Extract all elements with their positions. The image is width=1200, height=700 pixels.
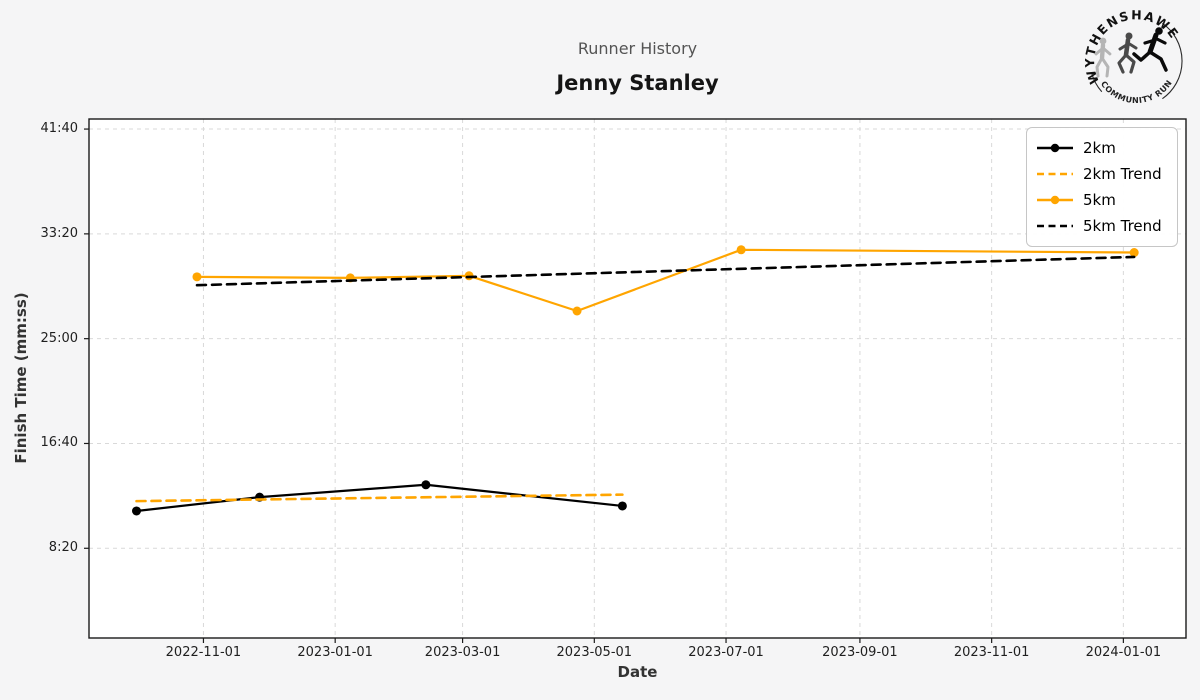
wythenshawe-community-run-logo: WYTHENSHAWE COMMUNITY RUN bbox=[1082, 7, 1183, 105]
legend-line-sample bbox=[1037, 195, 1073, 205]
logo-circle-arc-right bbox=[1162, 22, 1183, 100]
series-line-2km bbox=[135, 483, 624, 513]
x-tick-label: 2024-01-01 bbox=[1085, 645, 1162, 660]
legend-label: 5km Trend bbox=[1083, 217, 1162, 235]
legend-entry-5km: 5km bbox=[1036, 187, 1166, 213]
y-tick-label: 33:20 bbox=[40, 225, 78, 241]
legend-label: 2km Trend bbox=[1083, 165, 1162, 183]
legend-line-sample bbox=[1037, 143, 1073, 153]
legend-label: 5km bbox=[1083, 191, 1116, 209]
series-line-5km-trend bbox=[195, 255, 1136, 287]
legend-line-sample bbox=[1037, 224, 1073, 228]
legend-entry-2km-trend: 2km Trend bbox=[1036, 161, 1166, 187]
x-tick-label: 2023-03-01 bbox=[424, 645, 501, 660]
data-point-5km bbox=[192, 272, 202, 282]
legend-line-sample bbox=[1037, 172, 1073, 176]
y-axis-label: Finish Time (mm:ss) bbox=[12, 292, 30, 464]
data-point-2km bbox=[421, 480, 431, 490]
plot-background bbox=[89, 119, 1186, 638]
y-tick-label: 16:40 bbox=[40, 435, 78, 451]
x-tick-label: 2023-11-01 bbox=[953, 645, 1030, 660]
legend-entry-5km-trend: 5km Trend bbox=[1036, 213, 1166, 239]
y-tick-label: 41:40 bbox=[40, 121, 78, 137]
logo-circle-arc-left bbox=[1091, 72, 1103, 93]
runner-silhouette-light bbox=[1094, 37, 1112, 78]
x-tick-label: 2023-07-01 bbox=[688, 645, 764, 660]
logo-bottom-text: COMMUNITY RUN bbox=[1099, 78, 1174, 105]
x-tick-label: 2023-09-01 bbox=[822, 645, 898, 660]
y-tick-label: 8:20 bbox=[48, 540, 78, 556]
legend-entry-2km: 2km bbox=[1036, 135, 1166, 161]
plot-border bbox=[88, 118, 1187, 639]
data-point-5km bbox=[1129, 248, 1139, 258]
data-point-2km bbox=[617, 501, 627, 511]
x-tick-label: 2023-01-01 bbox=[297, 645, 373, 660]
runner-silhouette-dark bbox=[1132, 27, 1168, 72]
legend-label: 2km bbox=[1083, 139, 1116, 157]
runner-silhouette-medium bbox=[1117, 32, 1138, 74]
x-axis-label: Date bbox=[617, 663, 658, 681]
series-line-2km-trend bbox=[135, 493, 624, 503]
runner-name-subtitle: Jenny Stanley bbox=[556, 71, 719, 95]
chart-title: Runner History bbox=[577, 39, 698, 58]
x-tick-label: 2022-11-01 bbox=[165, 645, 242, 660]
legend: 2km 2km Trend 5km 5km Trend bbox=[1026, 127, 1178, 247]
x-tick-label: 2023-05-01 bbox=[556, 645, 633, 660]
data-point-5km bbox=[572, 306, 582, 316]
data-point-5km bbox=[736, 245, 746, 255]
series-line-5km bbox=[195, 248, 1136, 313]
data-point-2km bbox=[132, 506, 142, 516]
y-tick-label: 25:00 bbox=[40, 330, 78, 346]
